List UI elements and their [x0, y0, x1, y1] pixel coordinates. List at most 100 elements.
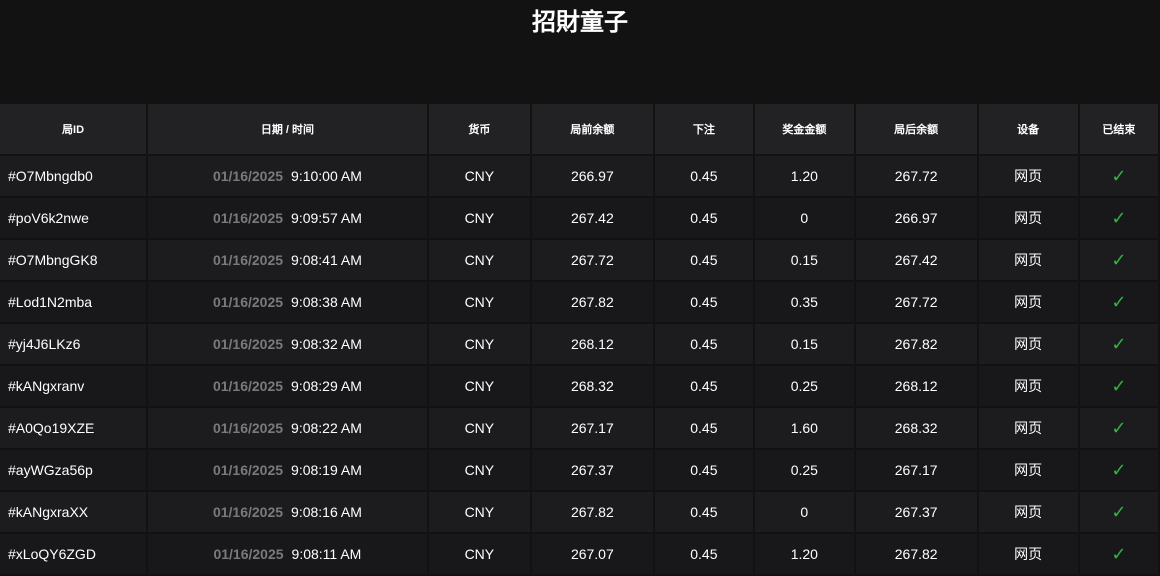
cell-before: 267.82 [531, 492, 653, 532]
cell-after: 267.17 [855, 450, 977, 490]
history-table: 局ID 日期 / 时间 货币 局前余额 下注 奖金金额 局后余额 设备 已结束 #O7Mbngd… [0, 102, 1160, 576]
column-header: 局ID [0, 104, 147, 154]
cell-datetime: 01/16/2025 9:08:41 AM [148, 240, 427, 280]
cell-finished: ✓ [1079, 324, 1158, 364]
cell-finished: ✓ [1079, 450, 1158, 490]
date: 01/16/2025 [212, 210, 284, 226]
column-header: 局前余额 [531, 104, 653, 154]
cell-after: 267.82 [855, 324, 977, 364]
time: 9:08:11 AM [291, 546, 362, 562]
cell-before: 267.07 [531, 534, 653, 574]
cell-datetime: 01/16/2025 9:10:00 AM [148, 156, 427, 196]
table-row[interactable]: #O7MbngGK8 01/16/2025 9:08:41 AM CNY 267.72 0… [0, 240, 1158, 280]
table-row[interactable]: #A0Qo19XZE 01/16/2025 9:08:22 AM CNY 267.17 0… [0, 408, 1158, 448]
cell-finished: ✓ [1079, 408, 1158, 448]
cell-device: 网页 [978, 282, 1078, 322]
cell-id: #xLoQY6ZGD [0, 534, 147, 574]
cell-bet: 0.45 [654, 534, 753, 574]
check-icon: ✓ [1111, 249, 1127, 270]
cell-win: 0.25 [754, 366, 854, 406]
cell-currency: CNY [428, 156, 530, 196]
check-icon: ✓ [1111, 417, 1127, 438]
cell-bet: 0.45 [654, 492, 753, 532]
cell-bet: 0.45 [654, 156, 753, 196]
cell-device: 网页 [978, 240, 1078, 280]
time: 9:08:16 AM [291, 504, 362, 520]
cell-win: 0.15 [754, 240, 854, 280]
cell-bet: 0.45 [654, 324, 753, 364]
cell-bet: 0.45 [654, 366, 753, 406]
cell-finished: ✓ [1079, 240, 1158, 280]
cell-win: 0.25 [754, 450, 854, 490]
cell-datetime: 01/16/2025 9:08:32 AM [148, 324, 427, 364]
date: 01/16/2025 [212, 462, 284, 478]
time: 9:09:57 AM [291, 210, 362, 226]
table-row[interactable]: #kANgxraXX 01/16/2025 9:08:16 AM CNY 267.82 0… [0, 492, 1158, 532]
date: 01/16/2025 [213, 546, 284, 562]
cell-finished: ✓ [1079, 156, 1158, 196]
cell-before: 268.12 [531, 324, 653, 364]
cell-finished: ✓ [1079, 198, 1158, 238]
column-header: 已结束 [1079, 104, 1158, 154]
cell-after: 267.42 [855, 240, 977, 280]
cell-after: 266.97 [855, 198, 977, 238]
table-row[interactable]: #ayWGza56p 01/16/2025 9:08:19 AM CNY 267.37 0… [0, 450, 1158, 490]
cell-currency: CNY [428, 492, 530, 532]
cell-before: 267.17 [531, 408, 653, 448]
cell-device: 网页 [978, 366, 1078, 406]
cell-datetime: 01/16/2025 9:08:22 AM [148, 408, 427, 448]
cell-win: 0 [754, 492, 854, 532]
cell-currency: CNY [428, 366, 530, 406]
time: 9:08:32 AM [291, 336, 362, 352]
cell-id: #Lod1N2mba [0, 282, 147, 322]
column-header: 奖金金额 [754, 104, 854, 154]
time: 9:08:29 AM [291, 378, 362, 394]
check-icon: ✓ [1111, 543, 1127, 564]
time: 9:08:19 AM [291, 462, 362, 478]
cell-after: 267.37 [855, 492, 977, 532]
check-icon: ✓ [1111, 501, 1127, 522]
time: 9:08:22 AM [291, 420, 362, 436]
cell-bet: 0.45 [654, 450, 753, 490]
table-row[interactable]: #O7Mbngdb0 01/16/2025 9:10:00 AM CNY 266.97 0… [0, 156, 1158, 196]
cell-bet: 0.45 [654, 282, 753, 322]
date: 01/16/2025 [212, 252, 284, 268]
date: 01/16/2025 [212, 294, 284, 310]
time: 9:08:38 AM [291, 294, 362, 310]
column-header: 下注 [654, 104, 753, 154]
cell-device: 网页 [978, 534, 1078, 574]
cell-before: 268.32 [531, 366, 653, 406]
column-header: 日期 / 时间 [148, 104, 427, 154]
cell-finished: ✓ [1079, 366, 1158, 406]
cell-win: 0 [754, 198, 854, 238]
table-row[interactable]: #Lod1N2mba 01/16/2025 9:08:38 AM CNY 267.82 0… [0, 282, 1158, 322]
cell-device: 网页 [978, 408, 1078, 448]
time: 9:10:00 AM [291, 168, 362, 184]
cell-id: #O7MbngGK8 [0, 240, 147, 280]
table-row[interactable]: #xLoQY6ZGD 01/16/2025 9:08:11 AM CNY 267.07 0… [0, 534, 1158, 574]
cell-win: 0.35 [754, 282, 854, 322]
cell-finished: ✓ [1079, 534, 1158, 574]
cell-datetime: 01/16/2025 9:08:19 AM [148, 450, 427, 490]
date: 01/16/2025 [212, 168, 284, 184]
cell-after: 267.72 [855, 282, 977, 322]
cell-device: 网页 [978, 492, 1078, 532]
cell-id: #A0Qo19XZE [0, 408, 147, 448]
date: 01/16/2025 [212, 420, 284, 436]
cell-before: 267.72 [531, 240, 653, 280]
cell-before: 267.42 [531, 198, 653, 238]
table-row[interactable]: #yj4J6LKz6 01/16/2025 9:08:32 AM CNY 268.12 0… [0, 324, 1158, 364]
cell-datetime: 01/16/2025 9:09:57 AM [148, 198, 427, 238]
cell-currency: CNY [428, 450, 530, 490]
cell-device: 网页 [978, 156, 1078, 196]
column-header: 货币 [428, 104, 530, 154]
date: 01/16/2025 [212, 378, 284, 394]
table-row[interactable]: #kANgxranv 01/16/2025 9:08:29 AM CNY 268.32 0… [0, 366, 1158, 406]
cell-id: #O7Mbngdb0 [0, 156, 147, 196]
cell-win: 1.60 [754, 408, 854, 448]
table-row[interactable]: #poV6k2nwe 01/16/2025 9:09:57 AM CNY 267.42 0… [0, 198, 1158, 238]
cell-currency: CNY [428, 534, 530, 574]
cell-datetime: 01/16/2025 9:08:29 AM [148, 366, 427, 406]
cell-before: 267.82 [531, 282, 653, 322]
cell-currency: CNY [428, 240, 530, 280]
